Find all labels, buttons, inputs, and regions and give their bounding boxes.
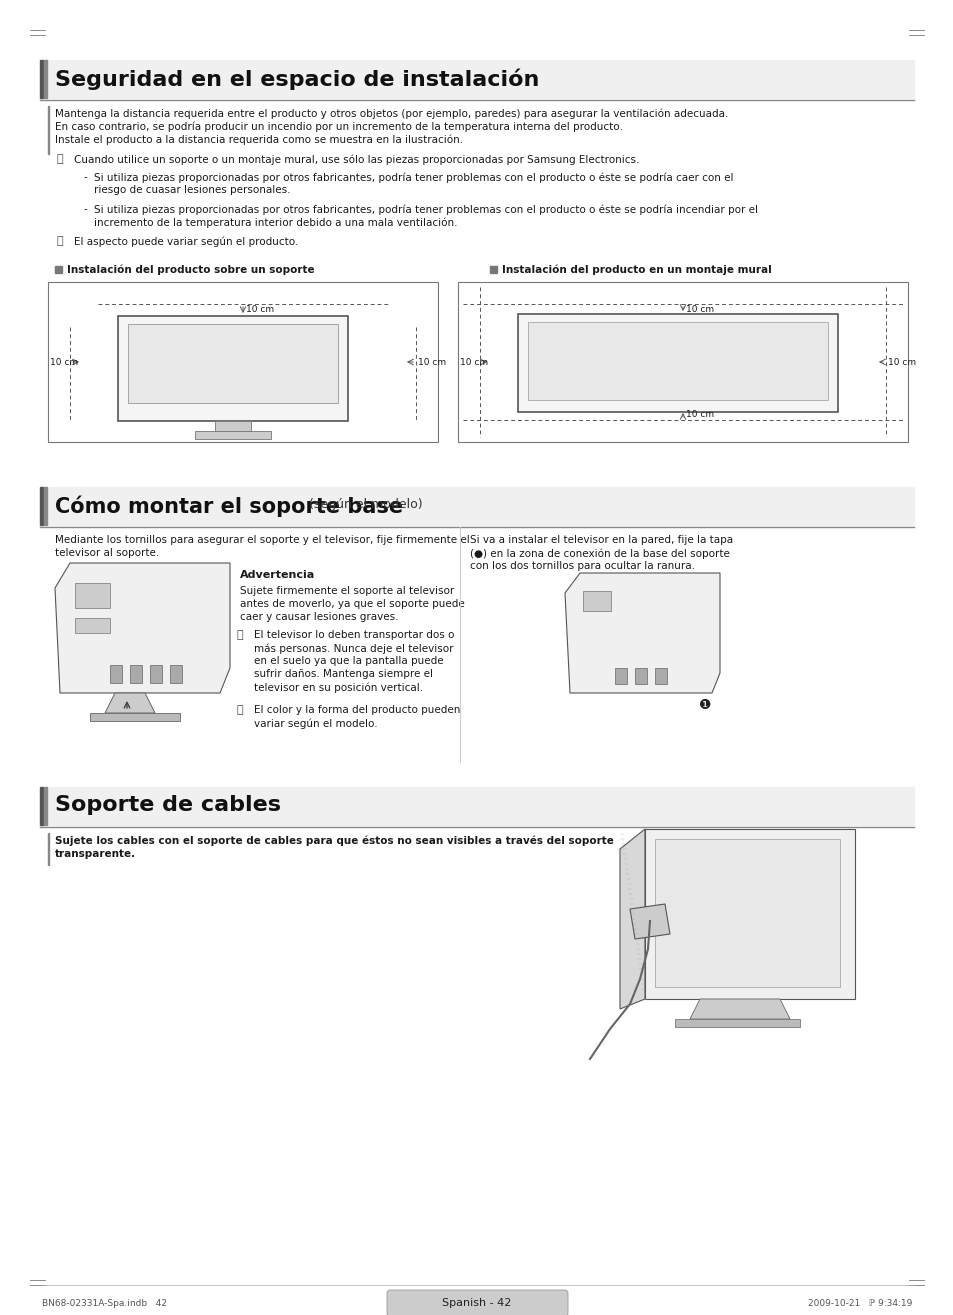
Text: 10 cm: 10 cm — [459, 358, 488, 367]
Bar — [170, 665, 182, 682]
Bar — [75, 583, 110, 608]
Bar — [48, 832, 50, 865]
Text: (según el modelo): (según el modelo) — [305, 498, 422, 512]
Text: ⦿: ⦿ — [57, 235, 64, 246]
Text: incremento de la temperatura interior debido a una mala ventilación.: incremento de la temperatura interior de… — [94, 217, 457, 227]
Text: ⦿: ⦿ — [57, 154, 64, 164]
Bar — [457, 281, 907, 442]
Text: ❶: ❶ — [698, 698, 711, 711]
Text: -: - — [84, 204, 88, 214]
Polygon shape — [629, 903, 669, 939]
Polygon shape — [55, 563, 230, 693]
Text: ⦿: ⦿ — [236, 705, 243, 715]
Text: BN68-02331A-Spa.indb   42: BN68-02331A-Spa.indb 42 — [42, 1298, 167, 1307]
Polygon shape — [564, 573, 720, 693]
Bar — [75, 618, 110, 633]
Text: 10 cm: 10 cm — [685, 410, 714, 419]
Bar — [194, 431, 271, 439]
Bar — [90, 713, 180, 721]
Text: 10 cm: 10 cm — [246, 305, 274, 314]
Text: Instalación del producto sobre un soporte: Instalación del producto sobre un soport… — [67, 264, 314, 275]
Text: Spanish - 42: Spanish - 42 — [442, 1298, 511, 1308]
Text: Mediante los tornillos para asegurar el soporte y el televisor, fije firmemente : Mediante los tornillos para asegurar el … — [55, 535, 469, 544]
Text: Seguridad en el espacio de instalación: Seguridad en el espacio de instalación — [55, 68, 538, 89]
Bar — [675, 1019, 800, 1027]
FancyBboxPatch shape — [387, 1290, 567, 1315]
Text: En caso contrario, se podría producir un incendio por un incremento de la temper: En caso contrario, se podría producir un… — [55, 121, 622, 132]
Text: Sujete firmemente el soporte al televisor: Sujete firmemente el soporte al televiso… — [240, 586, 454, 596]
Bar — [40, 786, 43, 825]
Bar — [490, 266, 497, 274]
Polygon shape — [689, 999, 789, 1019]
Bar — [110, 665, 122, 682]
Bar — [150, 665, 162, 682]
Bar — [47, 786, 913, 825]
Text: caer y causar lesiones graves.: caer y causar lesiones graves. — [240, 611, 398, 622]
Bar — [47, 487, 913, 525]
Polygon shape — [644, 828, 854, 999]
Text: Soporte de cables: Soporte de cables — [55, 796, 281, 815]
Bar — [47, 60, 913, 99]
Bar — [44, 786, 47, 825]
Text: antes de moverlo, ya que el soporte puede: antes de moverlo, ya que el soporte pued… — [240, 600, 464, 609]
Bar — [128, 323, 337, 402]
Bar — [655, 839, 840, 988]
Bar — [615, 668, 626, 684]
Text: más personas. Nunca deje el televisor: más personas. Nunca deje el televisor — [253, 643, 453, 654]
Bar — [214, 421, 251, 431]
Bar — [655, 668, 666, 684]
Text: 10 cm: 10 cm — [685, 305, 714, 314]
Bar — [48, 281, 437, 442]
Text: (●) en la zona de conexión de la base del soporte: (●) en la zona de conexión de la base de… — [470, 548, 729, 559]
Text: sufrir daños. Mantenga siempre el: sufrir daños. Mantenga siempre el — [253, 669, 433, 679]
Bar — [40, 487, 43, 525]
Bar — [517, 314, 837, 412]
Bar — [635, 668, 646, 684]
Text: en el suelo ya que la pantalla puede: en el suelo ya que la pantalla puede — [253, 656, 443, 665]
Text: El color y la forma del producto pueden: El color y la forma del producto pueden — [253, 705, 460, 715]
Bar — [55, 266, 62, 274]
Text: Cuando utilice un soporte o un montaje mural, use sólo las piezas proporcionadas: Cuando utilice un soporte o un montaje m… — [74, 154, 639, 164]
Bar — [130, 665, 142, 682]
Bar — [44, 487, 47, 525]
Text: Si utiliza piezas proporcionadas por otros fabricantes, podría tener problemas c: Si utiliza piezas proporcionadas por otr… — [94, 172, 733, 183]
Text: televisor al soporte.: televisor al soporte. — [55, 548, 159, 558]
Polygon shape — [619, 828, 644, 1009]
Text: Sujete los cables con el soporte de cables para que éstos no sean visibles a tra: Sujete los cables con el soporte de cabl… — [55, 835, 613, 846]
Bar — [44, 60, 47, 99]
Text: televisor en su posición vertical.: televisor en su posición vertical. — [253, 682, 423, 693]
Text: Mantenga la distancia requerida entre el producto y otros objetos (por ejemplo, : Mantenga la distancia requerida entre el… — [55, 108, 727, 118]
Text: riesgo de cuasar lesiones personales.: riesgo de cuasar lesiones personales. — [94, 185, 291, 195]
Text: 10 cm: 10 cm — [887, 358, 915, 367]
Text: con los dos tornillos para ocultar la ranura.: con los dos tornillos para ocultar la ra… — [470, 562, 695, 571]
Text: variar según el modelo.: variar según el modelo. — [253, 718, 377, 729]
Bar — [40, 60, 43, 99]
Text: -: - — [84, 172, 88, 181]
Text: transparente.: transparente. — [55, 849, 136, 859]
Text: ⦿: ⦿ — [236, 630, 243, 640]
Text: Instale el producto a la distancia requerida como se muestra en la ilustración.: Instale el producto a la distancia reque… — [55, 134, 462, 145]
Text: Si va a instalar el televisor en la pared, fije la tapa: Si va a instalar el televisor en la pare… — [470, 535, 732, 544]
Text: El aspecto puede variar según el producto.: El aspecto puede variar según el product… — [74, 235, 298, 246]
Text: 10 cm: 10 cm — [417, 358, 446, 367]
Bar — [582, 590, 610, 611]
Text: El televisor lo deben transportar dos o: El televisor lo deben transportar dos o — [253, 630, 454, 640]
Bar — [118, 316, 348, 421]
Text: 2009-10-21   ℙ 9:34:19: 2009-10-21 ℙ 9:34:19 — [807, 1298, 911, 1307]
Text: Instalación del producto en un montaje mural: Instalación del producto en un montaje m… — [501, 264, 771, 275]
Text: Cómo montar el soporte base: Cómo montar el soporte base — [55, 494, 403, 517]
Text: Si utiliza piezas proporcionadas por otros fabricantes, podría tener problemas c: Si utiliza piezas proporcionadas por otr… — [94, 204, 758, 214]
Bar — [527, 322, 827, 400]
Bar — [48, 107, 50, 154]
Text: 10 cm: 10 cm — [50, 358, 78, 367]
Polygon shape — [105, 693, 154, 713]
Text: Advertencia: Advertencia — [240, 569, 314, 580]
